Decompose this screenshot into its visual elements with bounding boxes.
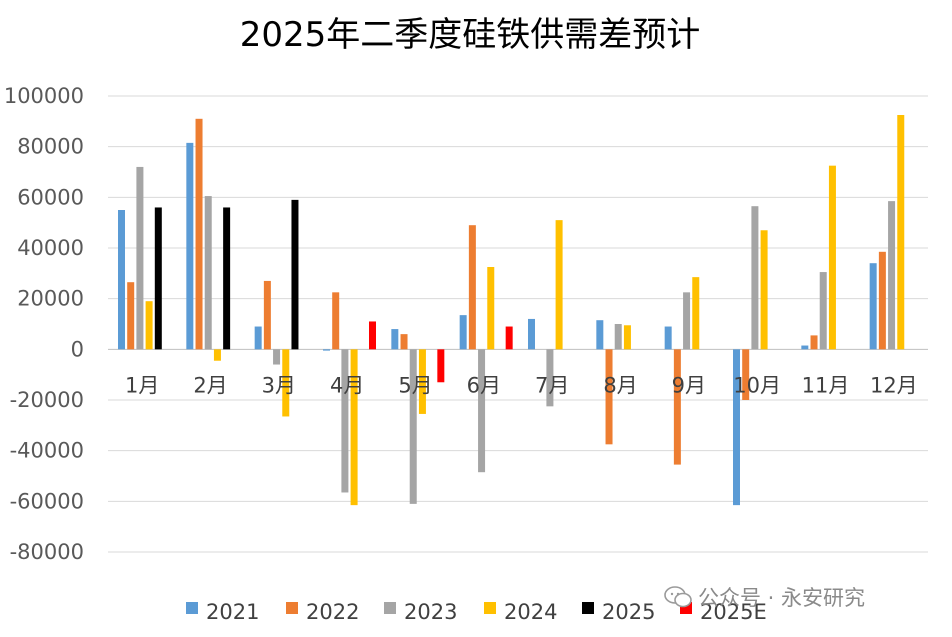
bar-2021-5月 xyxy=(391,329,399,350)
legend-label: 2023 xyxy=(404,600,457,624)
bar-2022-11月 xyxy=(810,335,818,350)
y-tick-label: 80000 xyxy=(17,135,84,159)
legend: 2021 2022 2023 2024 2025 2025E xyxy=(186,600,767,624)
legend-label: 2024 xyxy=(504,600,557,624)
y-tick-label: 0 xyxy=(71,337,84,361)
bar-2024-5月 xyxy=(418,349,426,414)
bar-2021-8月 xyxy=(596,320,604,350)
wechat-icon xyxy=(664,586,692,608)
x-tick-label: 5月 xyxy=(398,373,432,397)
bar-2021-2月 xyxy=(186,142,194,350)
bar-2022-6月 xyxy=(468,225,476,350)
bar-2023-8月 xyxy=(614,324,622,350)
x-tick-label: 2月 xyxy=(193,373,227,397)
x-tick-label: 3月 xyxy=(262,373,296,397)
bar-2022-2月 xyxy=(195,118,203,350)
x-tick-label: 6月 xyxy=(467,373,501,397)
x-tick-label: 10月 xyxy=(733,373,781,397)
bar-2023-1月 xyxy=(136,166,144,350)
bar-2024-11月 xyxy=(828,165,836,350)
legend-swatch-2022 xyxy=(286,602,298,614)
bar-2024-2月 xyxy=(213,349,221,361)
bar-2022-8月 xyxy=(605,349,613,445)
bar-2024-9月 xyxy=(692,277,700,350)
x-tick-label: 8月 xyxy=(603,373,637,397)
bar-2023-5月 xyxy=(409,349,417,504)
bar-2025-3月 xyxy=(291,199,299,350)
bar-2023-7月 xyxy=(546,349,554,407)
bar-2023-3月 xyxy=(273,349,281,365)
bar-2021-1月 xyxy=(118,210,125,350)
bar-2022-9月 xyxy=(673,349,681,465)
chart-title: 2025年二季度硅铁供需差预计 xyxy=(240,15,701,55)
bar-2025-2月 xyxy=(223,207,231,350)
bar-2024-6月 xyxy=(487,267,495,350)
bar-2024-10月 xyxy=(760,230,768,350)
x-axis-ticks: 1月 2月 3月 4月 5月 6月 7月 8月 9月 10月 11月 12月 xyxy=(125,373,918,397)
x-tick-label: 11月 xyxy=(802,373,850,397)
y-tick-label: 60000 xyxy=(17,185,84,209)
legend-swatch-2023 xyxy=(384,602,396,614)
bar-2022-4月 xyxy=(332,292,340,350)
bar-2024-8月 xyxy=(623,325,631,350)
legend-swatch-2024 xyxy=(484,602,496,614)
y-tick-label: -60000 xyxy=(10,489,84,513)
bar-2023-2月 xyxy=(204,196,212,350)
y-axis-ticks: 100000 80000 60000 40000 20000 0 -20000 -40000 -… xyxy=(4,84,84,564)
bar-2024-3月 xyxy=(282,349,290,417)
x-tick-label: 7月 xyxy=(535,373,569,397)
gridlines xyxy=(108,95,928,553)
y-tick-label: 100000 xyxy=(4,84,84,108)
bar-2021-9月 xyxy=(664,326,672,350)
x-tick-label: 9月 xyxy=(672,373,706,397)
y-tick-label: 40000 xyxy=(17,236,84,260)
bar-2025-1月 xyxy=(154,207,162,350)
x-tick-label: 12月 xyxy=(870,373,918,397)
bar-2022-5月 xyxy=(400,334,408,350)
legend-swatch-2025 xyxy=(582,602,594,614)
bar-2021-6月 xyxy=(459,315,467,350)
bar-2022-10月 xyxy=(742,349,750,400)
legend-label: 2025 xyxy=(602,600,655,624)
bar-2022-1月 xyxy=(127,282,135,350)
bar-2021-7月 xyxy=(528,318,535,350)
bar-2021-3月 xyxy=(254,326,262,350)
bar-2023-12月 xyxy=(888,201,896,350)
bars xyxy=(118,115,905,506)
legend-label: 2022 xyxy=(306,600,359,624)
legend-swatch-2021 xyxy=(186,602,198,614)
bar-2023-9月 xyxy=(683,292,691,350)
bar-2021-12月 xyxy=(869,263,877,350)
watermark-text: 公众号 · 永安研究 xyxy=(698,586,866,610)
bar-2023-11月 xyxy=(819,272,827,350)
y-tick-label: 20000 xyxy=(17,287,84,311)
x-tick-label: 4月 xyxy=(330,373,364,397)
bar-2025E-5月 xyxy=(437,349,445,383)
bar-2025E-4月 xyxy=(369,321,376,350)
bar-2025E-6月 xyxy=(505,326,513,350)
y-tick-label: -40000 xyxy=(10,439,84,463)
x-tick-label: 1月 xyxy=(125,373,159,397)
bar-2023-10月 xyxy=(751,206,759,350)
bar-2024-1月 xyxy=(145,301,153,350)
bar-2022-12月 xyxy=(878,251,886,350)
watermark: 公众号 · 永安研究 xyxy=(664,582,865,612)
bar-2023-6月 xyxy=(478,349,486,473)
bar-2024-12月 xyxy=(897,115,905,350)
bar-2024-7月 xyxy=(555,220,563,350)
legend-label: 2021 xyxy=(206,600,259,624)
bar-2021-10月 xyxy=(733,349,740,506)
bar-2024-4月 xyxy=(350,349,358,506)
bar-2023-4月 xyxy=(341,349,349,493)
bar-2021-11月 xyxy=(801,345,809,350)
bar-2022-3月 xyxy=(263,280,271,350)
legend-label: 2025E xyxy=(700,600,767,624)
y-tick-label: -80000 xyxy=(10,540,84,564)
bar-2021-4月 xyxy=(323,349,330,351)
y-tick-label: -20000 xyxy=(10,388,84,412)
